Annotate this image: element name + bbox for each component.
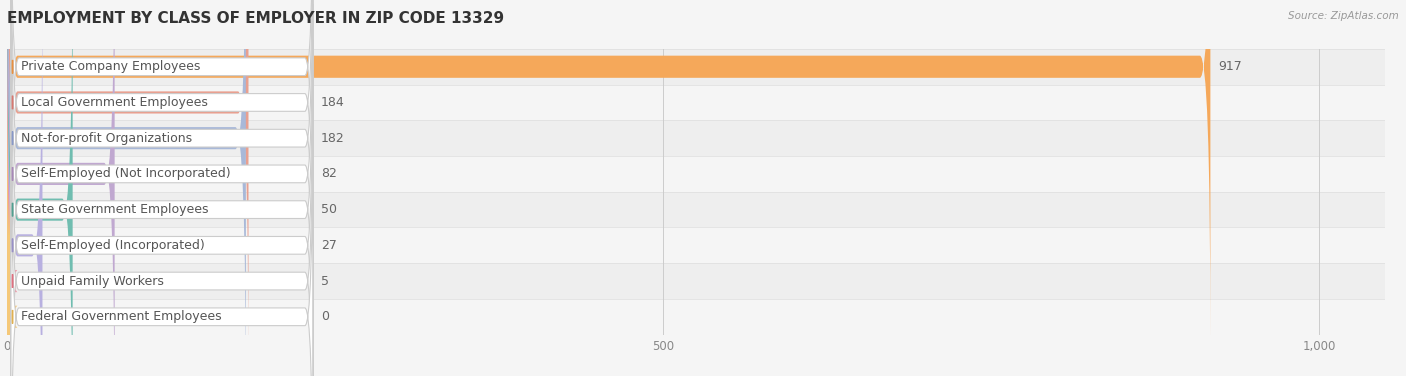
FancyBboxPatch shape [11,0,312,376]
FancyBboxPatch shape [11,76,312,376]
Text: 5: 5 [321,274,329,288]
Text: Federal Government Employees: Federal Government Employees [21,310,221,323]
Text: 182: 182 [321,132,344,145]
FancyBboxPatch shape [11,0,312,272]
Bar [7,49,1385,85]
FancyBboxPatch shape [11,0,312,344]
Bar [7,299,1385,335]
Bar [7,227,1385,263]
Text: EMPLOYMENT BY CLASS OF EMPLOYER IN ZIP CODE 13329: EMPLOYMENT BY CLASS OF EMPLOYER IN ZIP C… [7,11,505,26]
Bar [7,156,1385,192]
Bar [7,192,1385,227]
FancyBboxPatch shape [7,0,1211,341]
FancyBboxPatch shape [11,0,312,308]
Text: 0: 0 [321,310,329,323]
Text: Unpaid Family Workers: Unpaid Family Workers [21,274,163,288]
Bar [7,85,1385,120]
Text: 50: 50 [321,203,336,216]
Text: Source: ZipAtlas.com: Source: ZipAtlas.com [1288,11,1399,21]
FancyBboxPatch shape [7,0,73,376]
FancyBboxPatch shape [7,0,115,376]
Text: 184: 184 [321,96,344,109]
Bar [7,263,1385,299]
Text: Private Company Employees: Private Company Employees [21,60,200,73]
Text: Self-Employed (Not Incorporated): Self-Employed (Not Incorporated) [21,167,231,180]
FancyBboxPatch shape [7,0,249,376]
FancyBboxPatch shape [11,111,312,376]
FancyBboxPatch shape [3,6,17,376]
Text: Self-Employed (Incorporated): Self-Employed (Incorporated) [21,239,204,252]
FancyBboxPatch shape [11,4,312,376]
Text: Not-for-profit Organizations: Not-for-profit Organizations [21,132,191,145]
FancyBboxPatch shape [11,40,312,376]
Text: 917: 917 [1218,60,1241,73]
Text: 82: 82 [321,167,336,180]
Text: 27: 27 [321,239,336,252]
FancyBboxPatch shape [0,42,17,376]
Text: Local Government Employees: Local Government Employees [21,96,208,109]
Bar [7,120,1385,156]
FancyBboxPatch shape [7,0,42,376]
Text: State Government Employees: State Government Employees [21,203,208,216]
FancyBboxPatch shape [7,0,246,376]
